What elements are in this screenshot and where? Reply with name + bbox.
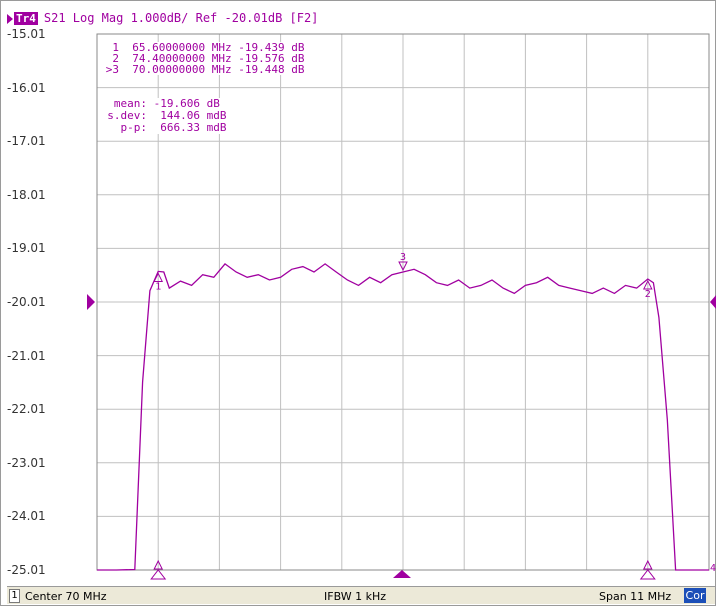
- trace-plot[interactable]: 123 4: [1, 1, 716, 585]
- marker-freq: 74.40000000 MHz: [132, 52, 232, 65]
- y-axis-tick-label: -16.01: [7, 80, 46, 95]
- channel-indicator[interactable]: 1: [9, 589, 20, 603]
- center-frequency[interactable]: Center 70 MHz: [25, 590, 107, 603]
- stat-label: s.dev:: [107, 109, 147, 122]
- y-axis-tick-label: -25.01: [7, 563, 46, 577]
- marker-freq: 70.00000000 MHz: [132, 63, 232, 76]
- marker-2-icon[interactable]: [642, 279, 653, 290]
- marker-value: -19.576 dB: [238, 52, 305, 65]
- ref-right-arrow-icon[interactable]: [710, 294, 716, 310]
- marker-1-icon[interactable]: [153, 272, 164, 282]
- correction-badge[interactable]: Cor: [684, 588, 706, 603]
- marker-id: >3: [105, 63, 119, 76]
- marker-id: 1: [112, 41, 119, 54]
- marker-3-label: 3: [400, 252, 406, 263]
- markers: 1 2 3: [150, 252, 656, 580]
- plot-border: [96, 33, 710, 571]
- y-axis-tick-label: -21.01: [7, 348, 46, 363]
- ref-left-arrow-icon[interactable]: [87, 294, 95, 310]
- marker-3-icon[interactable]: [398, 261, 408, 272]
- trace-tag[interactable]: Tr4: [14, 12, 38, 25]
- stat-label: mean:: [113, 97, 147, 110]
- trace-line: [97, 263, 709, 571]
- trace-settings-text: S21 Log Mag 1.000dB/ Ref -20.01dB [F2]: [43, 11, 319, 25]
- marker-1-stimulus-icon[interactable]: [150, 569, 167, 580]
- active-trace-arrow-icon: [7, 13, 13, 24]
- stat-mean: mean: -19.606 dB: [101, 98, 226, 110]
- marker-2-label: 2: [645, 289, 651, 300]
- marker-table: 1 65.60000000 MHz -19.439 dB 2 74.4000000…: [101, 42, 305, 76]
- marker-value: -19.448 dB: [238, 63, 305, 76]
- trace-header[interactable]: Tr4 S21 Log Mag 1.000dB/ Ref -20.01dB [F…: [7, 11, 318, 26]
- y-axis-tick-label: -17.01: [7, 134, 46, 149]
- stimulus-center-arrow-icon[interactable]: [393, 570, 411, 578]
- stat-value: 144.06 mdB: [160, 109, 227, 122]
- marker-value: -19.439 dB: [238, 41, 305, 54]
- marker-row-1: 1 65.60000000 MHz -19.439 dB: [101, 42, 304, 53]
- y-axis-tick-label: -23.01: [7, 455, 46, 470]
- marker-row-2: 2 74.40000000 MHz -19.576 dB: [101, 53, 304, 64]
- marker-freq: 65.60000000 MHz: [132, 41, 232, 54]
- stat-value: 666.33 mdB: [160, 121, 227, 134]
- marker-1-floor-icon: [153, 559, 164, 570]
- y-axis-tick-label: -22.01: [7, 402, 46, 417]
- stat-value: -19.606 dB: [153, 97, 220, 110]
- marker-2-stimulus-icon[interactable]: [639, 569, 656, 580]
- status-bar: 1 Center 70 MHz IFBW 1 kHz Span 11 MHz C…: [7, 586, 715, 604]
- y-axis-tick-label: -15.01: [7, 27, 46, 41]
- marker-1-label: 1: [155, 281, 161, 292]
- if-bandwidth[interactable]: IFBW 1 kHz: [324, 590, 387, 603]
- stat-label: p-p:: [120, 121, 148, 134]
- stat-pp: p-p: 666.33 mdB: [101, 121, 227, 134]
- y-axis-tick-label: -20.01: [7, 295, 46, 309]
- span-frequency[interactable]: Span 11 MHz: [599, 590, 672, 603]
- statistics-block: mean: -19.606 dB s.dev: 144.06 mdB p-p: 66…: [101, 98, 227, 134]
- marker-id: 2: [112, 52, 119, 65]
- marker-row-3: >3 70.00000000 MHz -19.448 dB: [101, 63, 305, 76]
- stat-sdev: s.dev: 144.06 mdB: [101, 110, 226, 122]
- y-axis-tick-label: -19.01: [7, 241, 46, 256]
- right-edge-label: 4: [710, 563, 716, 574]
- marker-2-floor-icon: [642, 559, 653, 570]
- y-axis-tick-label: -18.01: [7, 187, 46, 202]
- y-axis-tick-label: -24.01: [7, 509, 46, 524]
